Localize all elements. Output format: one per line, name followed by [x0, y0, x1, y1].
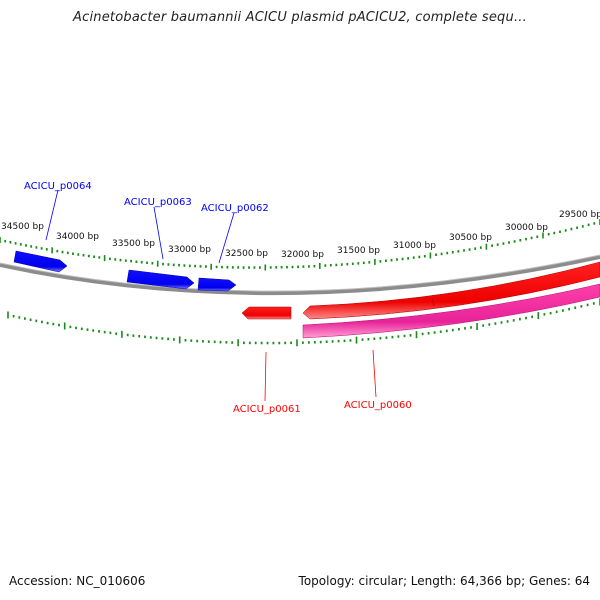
gene-label-acicu-p0064[interactable]: ACICU_p0064 — [24, 181, 92, 192]
gene-acicu-p0063[interactable] — [126, 269, 195, 290]
gene-acicu-p0062[interactable] — [197, 277, 237, 292]
tick-labels: 34500 bp 34000 bp 33500 bp 33000 bp 3250… — [1, 210, 600, 260]
gene-acicu-p0061[interactable] — [241, 306, 292, 320]
tick-label: 34000 bp — [56, 232, 99, 242]
tick-label: 29500 bp — [559, 210, 600, 220]
tick-label: 30500 bp — [449, 233, 492, 243]
tick-label: 30000 bp — [505, 223, 548, 233]
gene-acicu-p0064[interactable] — [13, 250, 68, 273]
topology-info: Topology: circular; Length: 64,366 bp; G… — [298, 574, 590, 588]
gene-secondary-track — [302, 283, 600, 339]
plasmid-backbone — [0, 255, 600, 296]
accession-info: Accession: NC_010606 — [9, 574, 146, 588]
gene-label-acicu-p0061[interactable]: ACICU_p0061 — [233, 404, 301, 415]
plasmid-backbone-highlight — [0, 254, 600, 292]
tick-label: 32500 bp — [225, 249, 268, 259]
gene-label-acicu-p0060[interactable]: ACICU_p0060 — [344, 400, 412, 411]
tick-label: 32000 bp — [281, 250, 324, 260]
map-title: Acinetobacter baumannii ACICU plasmid pA… — [73, 10, 527, 25]
inner-scale-ticks — [7, 298, 600, 347]
tick-label: 33000 bp — [168, 245, 211, 255]
gene-leader-lines — [45, 189, 377, 402]
tick-label: 34500 bp — [1, 222, 44, 232]
tick-label: 31000 bp — [393, 241, 436, 251]
outer-scale-ticks — [0, 219, 600, 271]
tick-label: 31500 bp — [337, 246, 380, 256]
gene-label-acicu-p0063[interactable]: ACICU_p0063 — [124, 197, 192, 208]
tick-label: 33500 bp — [112, 239, 155, 249]
gene-label-acicu-p0062[interactable]: ACICU_p0062 — [201, 203, 269, 214]
